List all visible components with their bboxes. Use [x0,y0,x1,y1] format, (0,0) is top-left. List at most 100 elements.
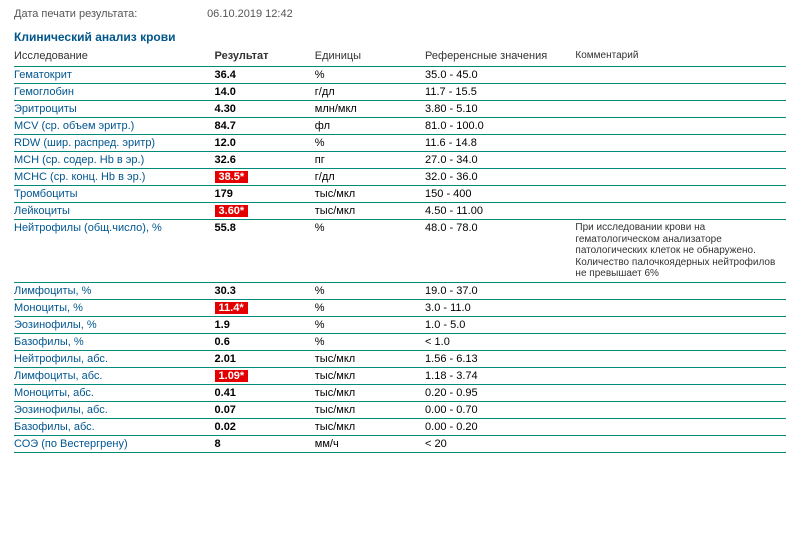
print-date-label: Дата печати результата: [14,8,204,20]
test-result: 3.60* [215,203,315,220]
test-result: 84.7 [215,118,315,135]
test-name: Эозинофилы, абс. [14,401,215,418]
test-name: Моноциты, абс. [14,384,215,401]
test-units: г/дл [315,84,425,101]
test-name: Лимфоциты, % [14,282,215,299]
test-result: 0.41 [215,384,315,401]
test-ref: 81.0 - 100.0 [425,118,575,135]
test-comment [575,316,786,333]
header-comment: Комментарий [575,46,786,67]
test-ref: 11.7 - 15.5 [425,84,575,101]
test-ref: 32.0 - 36.0 [425,169,575,186]
table-row: Моноциты, абс.0.41тыс/мкл0.20 - 0.95 [14,384,786,401]
test-result: 179 [215,186,315,203]
test-comment [575,203,786,220]
test-comment [575,435,786,452]
table-row: Эозинофилы, %1.9%1.0 - 5.0 [14,316,786,333]
test-units: тыс/мкл [315,186,425,203]
test-name: Лейкоциты [14,203,215,220]
test-ref: < 20 [425,435,575,452]
test-comment: При исследовании крови на гематологическ… [575,220,786,283]
table-row: Лимфоциты, %30.3%19.0 - 37.0 [14,282,786,299]
test-units: пг [315,152,425,169]
test-units: фл [315,118,425,135]
test-units: % [315,135,425,152]
test-ref: 11.6 - 14.8 [425,135,575,152]
test-units: мм/ч [315,435,425,452]
test-name: Эозинофилы, % [14,316,215,333]
header-ref: Референсные значения [425,46,575,67]
test-units: % [315,67,425,84]
header-units: Единицы [315,46,425,67]
test-result: 0.02 [215,418,315,435]
table-row: MCV (ср. объем эритр.)84.7фл81.0 - 100.0 [14,118,786,135]
test-comment [575,333,786,350]
test-result: 0.6 [215,333,315,350]
test-ref: 1.0 - 5.0 [425,316,575,333]
table-row: Лейкоциты3.60*тыс/мкл4.50 - 11.00 [14,203,786,220]
test-result: 14.0 [215,84,315,101]
test-ref: 0.20 - 0.95 [425,384,575,401]
table-row: Моноциты, %11.4*%3.0 - 11.0 [14,299,786,316]
test-name: Базофилы, % [14,333,215,350]
test-comment [575,367,786,384]
test-result: 55.8 [215,220,315,283]
test-ref: 48.0 - 78.0 [425,220,575,283]
table-row: Нейтрофилы (общ.число), %55.8%48.0 - 78.… [14,220,786,283]
test-result: 1.9 [215,316,315,333]
table-row: Эритроциты4.30млн/мкл3.80 - 5.10 [14,101,786,118]
table-row: СОЭ (по Вестергрену)8мм/ч< 20 [14,435,786,452]
flag-badge: 38.5* [215,171,249,183]
test-units: тыс/мкл [315,384,425,401]
test-units: % [315,299,425,316]
test-ref: 150 - 400 [425,186,575,203]
print-date-value: 06.10.2019 12:42 [207,8,293,20]
test-comment [575,401,786,418]
test-name: MCH (ср. содер. Hb в эр.) [14,152,215,169]
test-comment [575,384,786,401]
test-name: Гемоглобин [14,84,215,101]
table-row: Лимфоциты, абс.1.09*тыс/мкл1.18 - 3.74 [14,367,786,384]
test-comment [575,152,786,169]
results-table: Исследование Результат Единицы Референсн… [14,46,786,453]
test-name: MCV (ср. объем эритр.) [14,118,215,135]
test-name: Лимфоциты, абс. [14,367,215,384]
flag-badge: 11.4* [215,302,248,314]
table-row: Тромбоциты179тыс/мкл150 - 400 [14,186,786,203]
test-ref: 0.00 - 0.20 [425,418,575,435]
test-result: 1.09* [215,367,315,384]
print-date-row: Дата печати результата: 06.10.2019 12:42 [14,8,786,20]
test-comment [575,118,786,135]
table-row: Нейтрофилы, абс.2.01тыс/мкл1.56 - 6.13 [14,350,786,367]
test-comment [575,418,786,435]
test-name: Моноциты, % [14,299,215,316]
table-row: Базофилы, абс.0.02тыс/мкл0.00 - 0.20 [14,418,786,435]
test-comment [575,299,786,316]
test-ref: 4.50 - 11.00 [425,203,575,220]
test-comment [575,186,786,203]
table-row: MCH (ср. содер. Hb в эр.)32.6пг27.0 - 34… [14,152,786,169]
table-row: МСНС (ср. конц. Hb в эр.)38.5*г/дл32.0 -… [14,169,786,186]
test-result: 0.07 [215,401,315,418]
test-name: СОЭ (по Вестергрену) [14,435,215,452]
test-result: 30.3 [215,282,315,299]
test-units: тыс/мкл [315,401,425,418]
test-units: % [315,220,425,283]
test-name: RDW (шир. распред. эритр) [14,135,215,152]
test-result: 38.5* [215,169,315,186]
test-units: % [315,333,425,350]
test-comment [575,84,786,101]
table-header-row: Исследование Результат Единицы Референсн… [14,46,786,67]
test-result: 12.0 [215,135,315,152]
test-units: тыс/мкл [315,350,425,367]
test-units: % [315,282,425,299]
test-result: 32.6 [215,152,315,169]
report-title: Клинический анализ крови [14,30,786,44]
table-row: Гемоглобин14.0г/дл11.7 - 15.5 [14,84,786,101]
test-result: 36.4 [215,67,315,84]
test-units: г/дл [315,169,425,186]
test-comment [575,101,786,118]
test-ref: < 1.0 [425,333,575,350]
test-comment [575,135,786,152]
test-ref: 1.56 - 6.13 [425,350,575,367]
